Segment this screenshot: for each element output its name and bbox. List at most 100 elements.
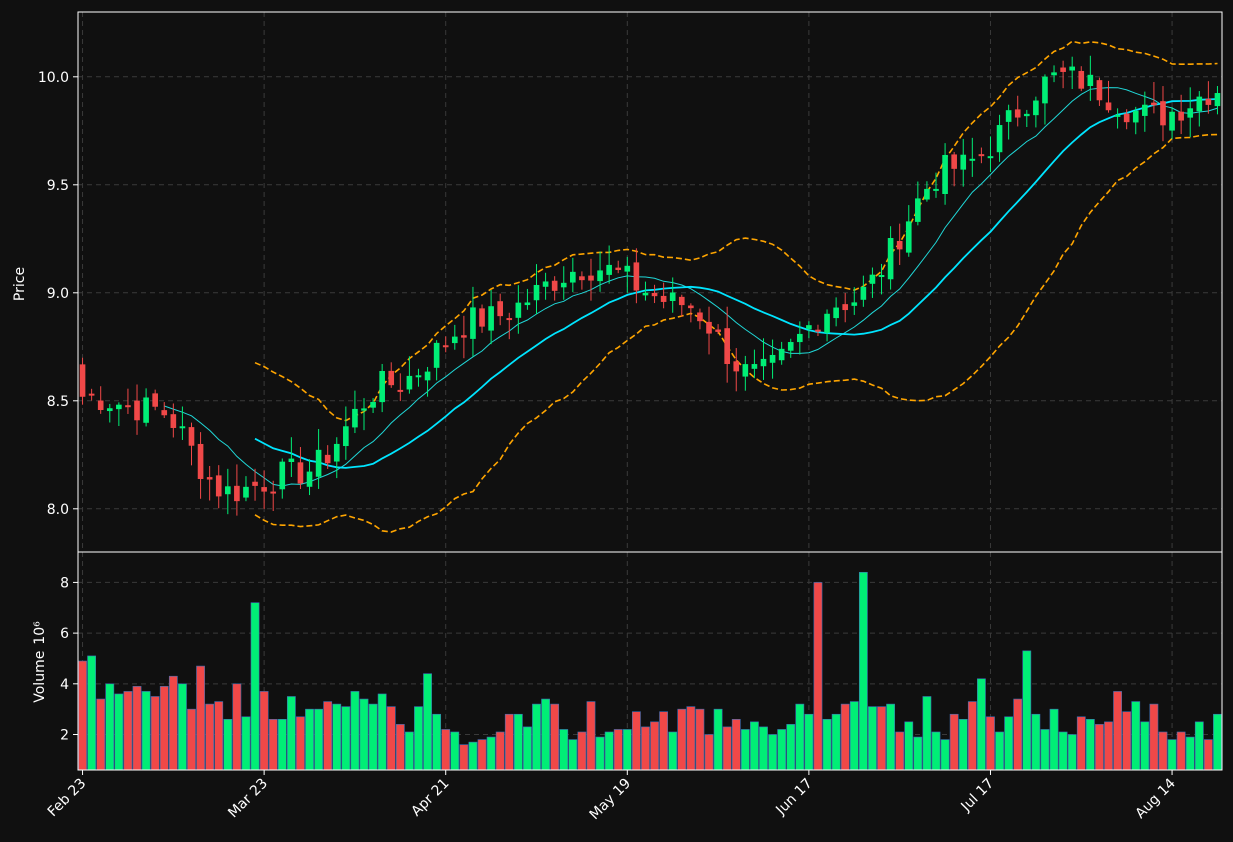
volume-bar-down (386, 706, 396, 771)
volume-axis-label-text: Volume (32, 651, 48, 703)
volume-bar-up (604, 731, 614, 771)
candle-up (279, 461, 286, 490)
price-y-tick-label: 8.5 (47, 394, 69, 410)
volume-bar-up (759, 726, 768, 771)
candle-up (343, 426, 349, 447)
volume-bar-up (1085, 719, 1095, 771)
candle-up (742, 364, 749, 377)
volume-bar-up (713, 708, 723, 771)
volume-bar-up (904, 721, 914, 771)
candle-up (515, 302, 522, 318)
candle-down (733, 361, 740, 372)
volume-bar-down (168, 675, 178, 771)
candle-up (942, 154, 948, 194)
volume-bar-up (931, 731, 941, 771)
candles (79, 55, 1221, 516)
x-tick-label: Jul 17 (958, 776, 998, 816)
candle-down (978, 154, 985, 157)
candle-up (1042, 76, 1048, 104)
volume-bar-up (768, 734, 777, 771)
volume-bar-down (495, 731, 505, 771)
candle-up (987, 156, 994, 159)
candle-up (869, 274, 876, 284)
candle-up (1051, 72, 1057, 76)
volume-bar-up (786, 724, 796, 771)
candle-up (787, 342, 794, 351)
candle-up (361, 408, 367, 411)
candle-down (125, 405, 131, 408)
volume-bar-down (296, 716, 305, 771)
candle-down (688, 305, 694, 309)
volume-bar-up (178, 683, 187, 771)
volume-bar-up (858, 571, 868, 771)
volume-bar-up (250, 602, 260, 771)
volume-bar-up (305, 708, 314, 771)
volume-bar-up (105, 683, 115, 771)
volume-bar-up (523, 726, 532, 771)
candle-down (660, 295, 667, 302)
volume-bar-up (868, 706, 877, 771)
volume-bar-down (641, 726, 650, 771)
volume-bar-up (541, 698, 550, 771)
candle-up (1187, 108, 1194, 118)
volume-bar-up (341, 706, 351, 771)
volume-bar-down (1076, 716, 1086, 771)
volume-bar-up (114, 693, 124, 771)
volume-bar-up (922, 696, 932, 771)
volume-bar-down (986, 716, 995, 771)
candle-down (1160, 101, 1166, 126)
candle-up (887, 238, 894, 280)
candle-up (406, 375, 413, 390)
candle-down (88, 393, 95, 396)
volume-bar-down (577, 731, 587, 771)
volume-bar-up (1167, 739, 1177, 771)
candle-down (1014, 109, 1021, 118)
volume-bar-down (613, 729, 623, 771)
candle-up (597, 270, 603, 282)
candle-down (261, 487, 267, 492)
volume-bar-up (886, 703, 895, 771)
volume-bar-up (1049, 708, 1059, 771)
candle-up (524, 302, 531, 306)
volume-bar-up (87, 655, 97, 771)
candle-down (724, 328, 730, 365)
volume-bar-down (695, 708, 705, 771)
volume-bar-up (822, 719, 832, 771)
candle-down (461, 335, 467, 338)
candle-up (560, 282, 567, 288)
candle-down (815, 329, 821, 332)
candle-down (1105, 102, 1112, 111)
candle-down (234, 485, 240, 502)
volume-bar-up (831, 713, 841, 771)
volume-bar-down (323, 701, 333, 771)
candle-up (969, 158, 976, 161)
candle-up (851, 302, 858, 306)
candle-down (633, 262, 640, 291)
volume-axis-label: Volume 10⁶ (32, 621, 48, 703)
candle-up (669, 292, 676, 302)
candle-down (152, 393, 158, 407)
candle-down (697, 312, 703, 322)
volume-bar-up (432, 713, 442, 771)
volume-bar-up (804, 713, 814, 771)
price-axis-label: Price (12, 267, 28, 301)
volume-bar-up (332, 703, 342, 771)
volume-bar-down (1158, 731, 1168, 771)
volume-bar-down (1104, 721, 1113, 771)
volume-bar-up (849, 701, 859, 771)
volume-bar-up (1040, 729, 1050, 771)
volume-y-tick-label: 6 (60, 626, 69, 642)
candle-up (433, 342, 440, 368)
volume-bar-up (532, 703, 541, 771)
volume-bar-down (1095, 724, 1104, 771)
candle-down (506, 318, 513, 321)
volume-bar-down (550, 703, 560, 771)
volume-bar-up (368, 703, 378, 771)
volume-bar-up (141, 691, 151, 771)
volume-bar-up (777, 729, 787, 771)
volume-bar-down (840, 703, 850, 771)
candle-down (324, 454, 331, 464)
candle-down (97, 400, 104, 411)
volume-bar-down (722, 726, 732, 771)
volume-bar-down (686, 706, 696, 771)
